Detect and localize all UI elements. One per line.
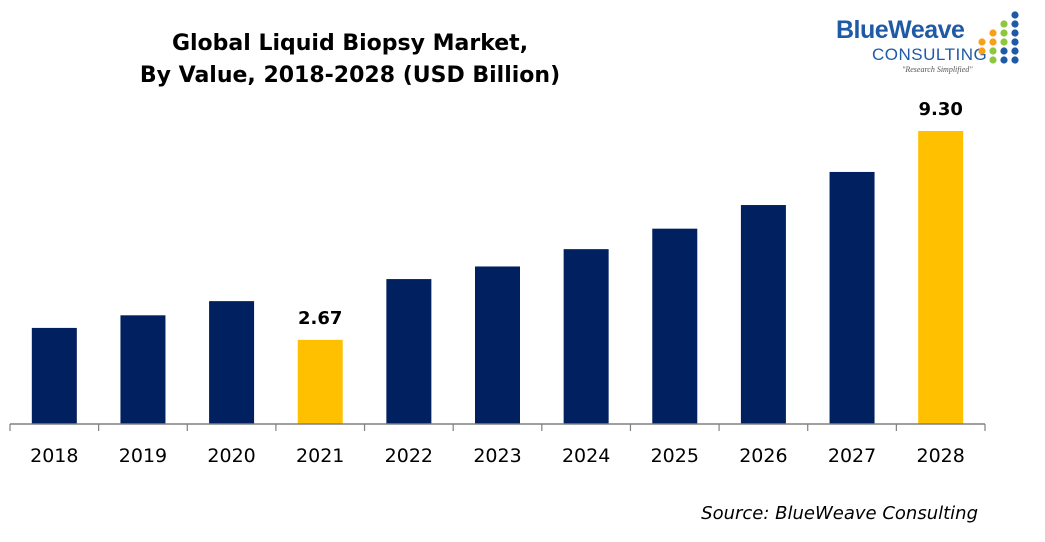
logo-dot	[1000, 47, 1008, 55]
logo-dot	[1000, 56, 1008, 64]
bar	[297, 339, 343, 424]
bar	[918, 131, 964, 424]
bar	[475, 266, 520, 424]
x-tick-label: 2018	[30, 445, 78, 467]
x-tick-label: 2023	[473, 445, 521, 467]
x-tick-label: 2027	[828, 445, 876, 467]
logo-dot	[1000, 20, 1008, 28]
source-note: Source: BlueWeave Consulting	[701, 503, 978, 524]
logo-dot	[1011, 56, 1019, 64]
x-tick-label: 2026	[739, 445, 787, 467]
data-label: 9.30	[918, 99, 962, 120]
x-tick-label: 2025	[651, 445, 699, 467]
chart-title-line-2: By Value, 2018-2028 (USD Billion)	[139, 63, 561, 88]
logo-dot	[989, 29, 997, 37]
bar	[563, 249, 609, 424]
x-tick-label: 2020	[207, 445, 255, 467]
bar	[652, 228, 698, 424]
x-tick-label: 2022	[385, 445, 433, 467]
bar	[740, 205, 786, 424]
blueweave-logo: BlueWeave CONSULTING "Research Simplifie…	[836, 6, 1026, 82]
logo-dot	[1011, 38, 1019, 46]
bar	[120, 315, 166, 424]
chart-title-line-1: Global Liquid Biopsy Market,	[171, 31, 529, 56]
logo-tagline: "Research Simplified"	[902, 65, 973, 74]
logo-consulting-text: CONSULTING	[872, 45, 988, 64]
chart-title: Global Liquid Biopsy Market, By Value, 2…	[90, 28, 610, 92]
bar-chart: 2018 2019 2020 2.67 2021 2022 2023 2024 2025 2026…	[9, 99, 986, 467]
data-label: 2.67	[298, 308, 342, 329]
logo-dot	[1011, 11, 1019, 19]
bar	[829, 171, 875, 424]
logo-dot	[989, 38, 997, 46]
logo-dot	[989, 56, 997, 64]
bar	[386, 279, 432, 424]
logo-dot	[989, 47, 997, 55]
logo-dot	[1011, 29, 1019, 37]
logo-dot	[1000, 29, 1008, 37]
x-tick-label: 2028	[917, 445, 965, 467]
logo-dot	[978, 47, 986, 55]
x-tick-label: 2019	[119, 445, 167, 467]
bar	[31, 327, 77, 424]
logo-dots-icon	[978, 11, 1019, 64]
x-tick-label: 2021	[296, 445, 344, 467]
logo-dot	[1011, 47, 1019, 55]
logo-dot	[1000, 38, 1008, 46]
logo-dot	[978, 38, 986, 46]
bar	[209, 301, 255, 424]
logo-brand-text: BlueWeave	[836, 16, 965, 44]
logo-dot	[1011, 20, 1019, 28]
x-tick-label: 2024	[562, 445, 610, 467]
